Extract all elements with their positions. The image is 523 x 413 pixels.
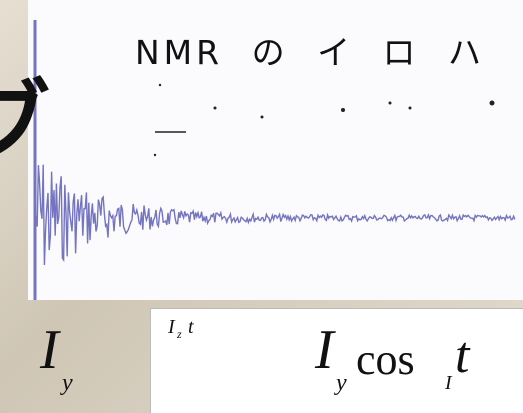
exponent: I xyxy=(168,316,175,338)
symbol-t: t xyxy=(455,327,470,384)
fid-wave xyxy=(34,164,516,266)
symbol: I xyxy=(40,319,59,381)
dots xyxy=(153,83,495,157)
exponent-t: t xyxy=(188,316,194,338)
t-subscript: I xyxy=(445,372,452,394)
subscript: y xyxy=(336,370,347,396)
formula-box xyxy=(150,308,523,413)
fid-signal xyxy=(33,20,516,300)
cos: cos xyxy=(356,335,415,384)
subscript: y xyxy=(62,370,73,396)
title: NMR の イ ロ ハ xyxy=(135,33,486,72)
symbol: I xyxy=(315,319,334,381)
cover-panel xyxy=(28,0,523,300)
side-glyph: ブ xyxy=(0,71,50,176)
exponent-sub: z xyxy=(177,327,182,341)
